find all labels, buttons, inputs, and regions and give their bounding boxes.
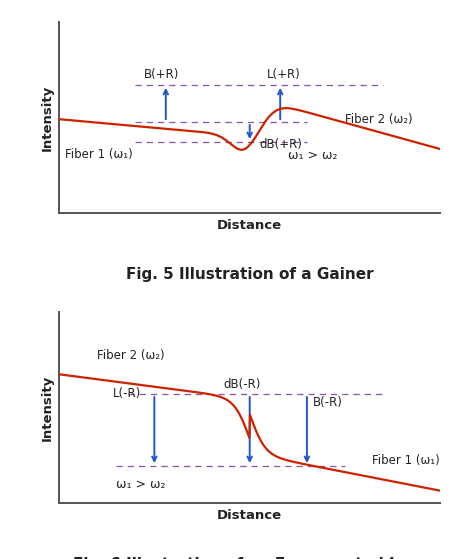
X-axis label: Distance: Distance (217, 509, 282, 522)
Text: Fiber 2 (ω₂): Fiber 2 (ω₂) (97, 349, 165, 362)
Text: Fiber 1 (ω₁): Fiber 1 (ω₁) (65, 148, 133, 160)
Text: Fig. 5 Illustration of a Gainer: Fig. 5 Illustration of a Gainer (126, 267, 374, 282)
X-axis label: Distance: Distance (217, 219, 282, 231)
Text: Fig. 6 Illustration of an Exaggerated Loss: Fig. 6 Illustration of an Exaggerated Lo… (73, 557, 427, 559)
Text: Fiber 2 (ω₂): Fiber 2 (ω₂) (345, 113, 413, 126)
Y-axis label: Intensity: Intensity (40, 84, 54, 151)
Text: B(+R): B(+R) (144, 68, 180, 81)
Text: ω₁ > ω₂: ω₁ > ω₂ (288, 149, 337, 162)
Text: dB(-R): dB(-R) (223, 378, 261, 391)
Text: ω₁ > ω₂: ω₁ > ω₂ (116, 479, 166, 491)
Text: L(+R): L(+R) (267, 68, 301, 81)
Text: dB(+R): dB(+R) (259, 138, 302, 150)
Text: Fiber 1 (ω₁): Fiber 1 (ω₁) (372, 454, 439, 467)
Y-axis label: Intensity: Intensity (40, 375, 54, 441)
Text: B(-R): B(-R) (313, 396, 342, 410)
Text: L(-R): L(-R) (113, 387, 141, 400)
